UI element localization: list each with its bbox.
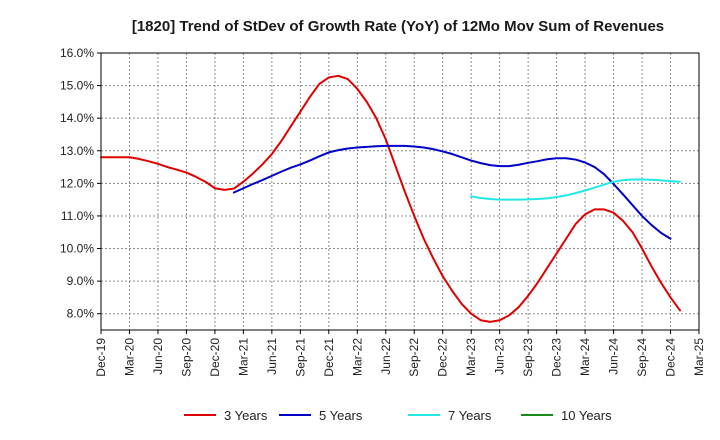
- x-tick-label: Dec-21: [322, 338, 336, 377]
- x-tick-label: Mar-23: [464, 338, 478, 376]
- x-tick-label: Sep-21: [293, 338, 307, 377]
- y-axis-ticks: 8.0% 9.0% 10.0% 11.0% 12.0% 13.0% 14.0% 15.0% 16…: [60, 46, 101, 321]
- x-axis-ticks: Dec-19 Mar-20 Jun-20 Sep-20 Dec-20 Mar-21 Jun-…: [94, 330, 706, 377]
- legend-label-5-years: 5 Years: [319, 408, 363, 423]
- x-tick-label: Mar-22: [350, 338, 364, 376]
- x-tick-label: Mar-21: [236, 338, 250, 376]
- plot-area-border: [100, 52, 700, 331]
- x-tick-label: Sep-20: [179, 338, 193, 377]
- series-line-7-years: [470, 178, 682, 201]
- x-tick-label: Dec-23: [550, 338, 564, 377]
- x-tick-label: Jun-20: [151, 338, 165, 375]
- y-tick-label: 11.0%: [61, 209, 94, 223]
- y-tick-label: 13.0%: [60, 144, 94, 158]
- legend-label-3-years: 3 Years: [224, 408, 268, 423]
- x-tick-label: Jun-22: [379, 338, 393, 375]
- x-tick-label: Sep-24: [635, 338, 649, 377]
- x-tick-label: Mar-25: [692, 338, 706, 376]
- y-tick-label: 16.0%: [60, 46, 94, 60]
- x-tick-label: Sep-23: [521, 338, 535, 377]
- y-tick-label: 12.0%: [60, 176, 94, 190]
- legend-label-10-years: 10 Years: [561, 408, 612, 423]
- y-tick-label: 10.0%: [60, 242, 94, 256]
- legend: 3 Years 5 Years 7 Years 10 Years: [184, 408, 612, 423]
- series-line-5-years: [232, 144, 672, 240]
- x-tick-label: Dec-22: [436, 338, 450, 377]
- x-tick-label: Dec-19: [94, 338, 108, 377]
- y-tick-label: 14.0%: [60, 111, 94, 125]
- x-tick-label: Dec-24: [664, 338, 678, 377]
- legend-label-7-years: 7 Years: [448, 408, 492, 423]
- chart-title: [1820] Trend of StDev of Growth Rate (Yo…: [132, 18, 664, 35]
- x-tick-label: Jun-23: [493, 338, 507, 375]
- x-tick-label: Mar-20: [122, 338, 136, 376]
- series-lines: [100, 74, 682, 323]
- x-tick-label: Jun-21: [265, 338, 279, 375]
- x-tick-label: Mar-24: [578, 338, 592, 376]
- x-tick-label: Dec-20: [208, 338, 222, 377]
- x-tick-label: Jun-24: [607, 338, 621, 375]
- grid-lines: [101, 52, 699, 330]
- y-tick-label: 15.0%: [60, 79, 94, 93]
- x-tick-label: Sep-22: [407, 338, 421, 377]
- series-line-3-years: [100, 74, 682, 323]
- y-tick-label: 8.0%: [67, 307, 95, 321]
- y-tick-label: 9.0%: [67, 274, 95, 288]
